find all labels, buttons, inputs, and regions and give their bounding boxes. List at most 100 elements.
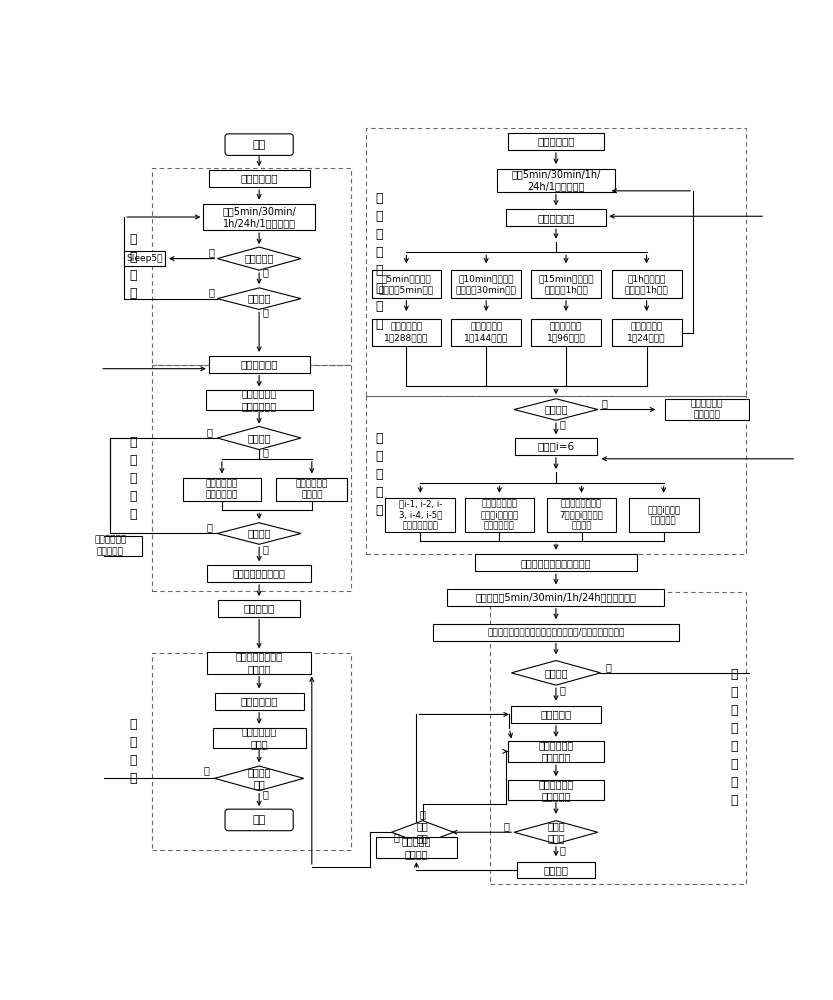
FancyBboxPatch shape bbox=[209, 356, 310, 373]
Text: 判定收敛: 判定收敛 bbox=[543, 865, 568, 875]
Text: 计算隐藏层和
输出层输出: 计算隐藏层和 输出层输出 bbox=[538, 740, 574, 763]
Text: 按序组合成5min/30min/1h/24h预测模型输入: 按序组合成5min/30min/1h/24h预测模型输入 bbox=[476, 592, 636, 602]
Polygon shape bbox=[514, 821, 598, 844]
Text: 每日数据编号
1到24个时段: 每日数据编号 1到24个时段 bbox=[627, 322, 666, 343]
Text: 文件就绪: 文件就绪 bbox=[247, 294, 271, 304]
Text: 每日数据编号
1到144个时段: 每日数据编号 1到144个时段 bbox=[464, 322, 508, 343]
Text: 获取当前路段
最新时刻数据: 获取当前路段 最新时刻数据 bbox=[242, 388, 277, 411]
Text: 否: 否 bbox=[606, 662, 611, 672]
Text: 依次由近到远将前
7日每日i时刻数据
作为输入: 依次由近到远将前 7日每日i时刻数据 作为输入 bbox=[560, 499, 603, 531]
Polygon shape bbox=[217, 247, 301, 270]
Text: 将该路段所有上
游路段i时刻流量
数据作为输入: 将该路段所有上 游路段i时刻流量 数据作为输入 bbox=[481, 499, 518, 531]
FancyBboxPatch shape bbox=[511, 706, 601, 723]
Text: Sleep5秒: Sleep5秒 bbox=[126, 254, 162, 263]
Text: 数据反归一化
并输出: 数据反归一化 并输出 bbox=[242, 726, 277, 749]
Text: 误差满
足需求: 误差满 足需求 bbox=[547, 821, 565, 843]
FancyBboxPatch shape bbox=[629, 498, 699, 532]
Text: 用其余同期历
史均值补充: 用其余同期历 史均值补充 bbox=[691, 399, 723, 420]
FancyBboxPatch shape bbox=[447, 589, 665, 606]
Text: 获取当前路段
所需历史数据: 获取当前路段 所需历史数据 bbox=[206, 480, 238, 500]
Polygon shape bbox=[217, 523, 301, 544]
Text: 否: 否 bbox=[208, 247, 214, 257]
Text: 否: 否 bbox=[420, 810, 426, 820]
Text: 预
测
输
出: 预 测 输 出 bbox=[130, 718, 137, 785]
Text: 否: 否 bbox=[208, 287, 214, 297]
Text: 是: 是 bbox=[262, 790, 268, 800]
Text: 是: 是 bbox=[262, 267, 268, 277]
Text: 否: 否 bbox=[503, 821, 509, 831]
FancyBboxPatch shape bbox=[516, 438, 596, 455]
Text: 每15min统计一次
每次统计1h流量: 每15min统计一次 每次统计1h流量 bbox=[538, 274, 594, 294]
Text: 数据完整: 数据完整 bbox=[544, 405, 568, 415]
Text: 是: 是 bbox=[262, 544, 268, 554]
FancyBboxPatch shape bbox=[531, 319, 601, 346]
Text: 遍历完毕: 遍历完毕 bbox=[544, 668, 568, 678]
Text: 开始: 开始 bbox=[252, 140, 266, 150]
FancyBboxPatch shape bbox=[218, 600, 300, 617]
FancyBboxPatch shape bbox=[386, 498, 455, 532]
Text: 是: 是 bbox=[559, 419, 565, 429]
Text: 样
本
预
处
理: 样 本 预 处 理 bbox=[376, 432, 383, 517]
Text: 统计时间到: 统计时间到 bbox=[244, 254, 274, 264]
FancyBboxPatch shape bbox=[507, 133, 605, 150]
Text: 数据归一化并按序组合为训练样本输入/输出存入样本文件: 数据归一化并按序组合为训练样本输入/输出存入样本文件 bbox=[487, 628, 625, 637]
Text: 隐藏层和输出
层权值更新: 隐藏层和输出 层权值更新 bbox=[538, 779, 574, 801]
FancyBboxPatch shape bbox=[372, 319, 441, 346]
FancyBboxPatch shape bbox=[225, 809, 293, 831]
FancyBboxPatch shape bbox=[451, 319, 521, 346]
Text: 每日数据编号
1到288个时段: 每日数据编号 1到288个时段 bbox=[384, 322, 428, 343]
Text: 网络初始化: 网络初始化 bbox=[541, 709, 571, 719]
Text: 是: 是 bbox=[393, 833, 399, 843]
FancyBboxPatch shape bbox=[497, 169, 615, 192]
FancyBboxPatch shape bbox=[212, 728, 306, 748]
Text: 将i-1, i-2, i-
3, i-4, i-5时
刻数据作为输入: 将i-1, i-2, i- 3, i-4, i-5时 刻数据作为输入 bbox=[399, 499, 442, 531]
FancyBboxPatch shape bbox=[611, 270, 681, 298]
Polygon shape bbox=[392, 821, 454, 844]
Text: 否: 否 bbox=[207, 522, 212, 532]
FancyBboxPatch shape bbox=[666, 399, 749, 420]
Text: 获取当前路段
上游流量: 获取当前路段 上游流量 bbox=[296, 480, 328, 500]
Text: 神
经
网
络
模
型
训
练: 神 经 网 络 模 型 训 练 bbox=[731, 668, 738, 807]
Text: 否: 否 bbox=[207, 427, 212, 437]
Polygon shape bbox=[217, 426, 301, 450]
Text: 用上一统计时
段流量补充: 用上一统计时 段流量补充 bbox=[94, 536, 127, 556]
Polygon shape bbox=[217, 288, 301, 309]
Text: 数据完整: 数据完整 bbox=[247, 433, 271, 443]
Text: 初始化i=6: 初始化i=6 bbox=[537, 441, 575, 451]
Text: 遍历所有路段: 遍历所有路段 bbox=[537, 213, 575, 223]
Text: 将时刻i流量作
为训练输出: 将时刻i流量作 为训练输出 bbox=[647, 505, 681, 525]
FancyBboxPatch shape bbox=[225, 134, 293, 155]
Text: 是: 是 bbox=[262, 308, 268, 318]
Text: 加载对应预测模型
并初始化: 加载对应预测模型 并初始化 bbox=[236, 652, 282, 674]
Text: 是: 是 bbox=[559, 845, 565, 855]
Text: 每10min统计一次
每次统计30min流量: 每10min统计一次 每次统计30min流量 bbox=[456, 274, 516, 294]
Text: 生成模型并
记录误差: 生成模型并 记录误差 bbox=[402, 836, 431, 859]
FancyBboxPatch shape bbox=[376, 837, 457, 858]
Text: 是: 是 bbox=[262, 448, 268, 458]
FancyBboxPatch shape bbox=[277, 478, 347, 501]
FancyBboxPatch shape bbox=[531, 270, 601, 298]
Text: 数据完整: 数据完整 bbox=[247, 528, 271, 538]
FancyBboxPatch shape bbox=[215, 693, 304, 710]
Polygon shape bbox=[511, 661, 601, 685]
FancyBboxPatch shape bbox=[507, 780, 605, 800]
FancyBboxPatch shape bbox=[611, 319, 681, 346]
FancyBboxPatch shape bbox=[203, 204, 316, 230]
Text: 是: 是 bbox=[559, 686, 565, 696]
FancyBboxPatch shape bbox=[465, 498, 534, 532]
Text: 数据归一化: 数据归一化 bbox=[243, 603, 275, 613]
FancyBboxPatch shape bbox=[475, 554, 637, 571]
Text: 数
据
采
集: 数 据 采 集 bbox=[130, 233, 137, 300]
Text: 启动5min/30min/
1h/24h/1周预测进程: 启动5min/30min/ 1h/24h/1周预测进程 bbox=[222, 206, 296, 228]
Text: 道路遍历
完毕: 道路遍历 完毕 bbox=[247, 767, 271, 790]
FancyBboxPatch shape bbox=[78, 536, 142, 556]
FancyBboxPatch shape bbox=[546, 498, 616, 532]
Text: 否: 否 bbox=[601, 398, 607, 408]
Text: 卡口通行数据: 卡口通行数据 bbox=[537, 137, 575, 147]
FancyBboxPatch shape bbox=[517, 862, 595, 878]
FancyBboxPatch shape bbox=[432, 624, 679, 641]
FancyBboxPatch shape bbox=[372, 270, 441, 298]
FancyBboxPatch shape bbox=[183, 478, 261, 501]
FancyBboxPatch shape bbox=[506, 209, 606, 226]
Text: 每5min统计一次
每次统计5min流量: 每5min统计一次 每次统计5min流量 bbox=[379, 274, 434, 294]
